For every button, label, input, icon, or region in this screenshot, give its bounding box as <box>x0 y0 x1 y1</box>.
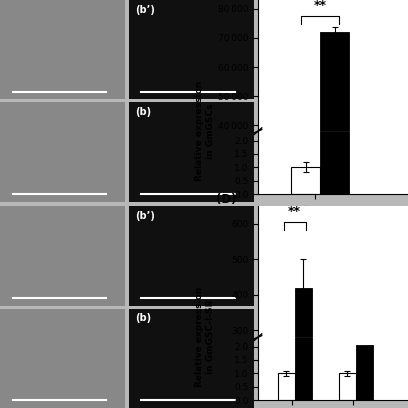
Bar <box>339 373 356 400</box>
Bar <box>277 373 295 400</box>
Text: (D): (D) <box>216 193 237 206</box>
Text: (b): (b) <box>135 313 151 324</box>
Text: Relative expression
in GmGSCs: Relative expression in GmGSCs <box>195 81 215 181</box>
Text: (b’): (b’) <box>135 5 155 15</box>
Bar <box>291 167 320 194</box>
Bar <box>295 337 312 400</box>
Text: Relative expression
in GmGSC-I-SB: Relative expression in GmGSC-I-SB <box>195 287 215 387</box>
Bar <box>320 32 349 242</box>
Bar <box>295 288 312 408</box>
Text: **: ** <box>288 205 301 218</box>
Text: (b’): (b’) <box>135 211 155 221</box>
Text: **: ** <box>314 0 326 12</box>
Bar <box>356 345 373 400</box>
Text: (b): (b) <box>135 107 151 118</box>
Bar <box>320 131 349 194</box>
